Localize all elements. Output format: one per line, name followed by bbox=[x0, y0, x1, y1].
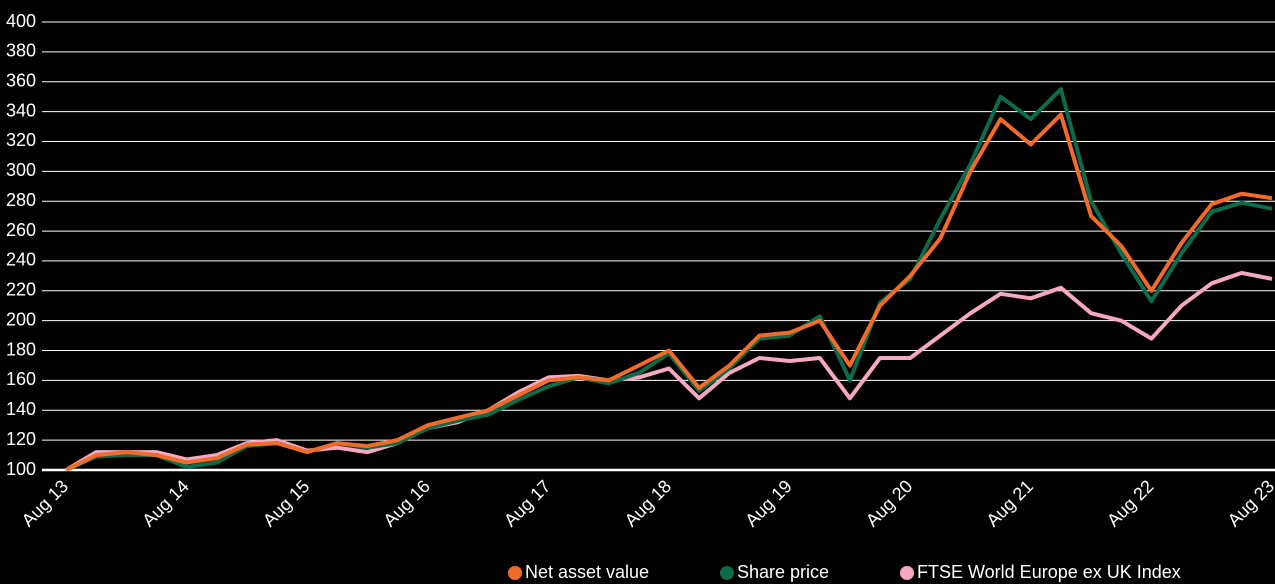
y-tick-label: 260 bbox=[6, 220, 36, 240]
y-tick-label: 220 bbox=[6, 280, 36, 300]
y-tick-label: 180 bbox=[6, 339, 36, 359]
y-tick-label: 160 bbox=[6, 369, 36, 389]
y-tick-label: 380 bbox=[6, 41, 36, 61]
y-tick-label: 300 bbox=[6, 160, 36, 180]
series-line bbox=[64, 270, 1273, 472]
y-tick-label: 140 bbox=[6, 399, 36, 419]
series-line bbox=[65, 112, 1273, 472]
legend-label: FTSE World Europe ex UK Index bbox=[917, 562, 1181, 582]
legend-marker bbox=[508, 566, 522, 580]
y-tick-label: 200 bbox=[6, 309, 36, 329]
legend-label: Net asset value bbox=[525, 562, 649, 582]
y-tick-label: 280 bbox=[6, 190, 36, 210]
y-tick-label: 400 bbox=[6, 11, 36, 31]
legend-marker bbox=[720, 566, 734, 580]
legend-marker bbox=[900, 566, 914, 580]
legend-label: Share price bbox=[737, 562, 829, 582]
y-tick-label: 120 bbox=[6, 429, 36, 449]
y-tick-label: 360 bbox=[6, 70, 36, 90]
y-tick-label: 240 bbox=[6, 250, 36, 270]
y-tick-label: 340 bbox=[6, 100, 36, 120]
y-tick-label: 320 bbox=[6, 130, 36, 150]
y-tick-label: 100 bbox=[6, 459, 36, 479]
